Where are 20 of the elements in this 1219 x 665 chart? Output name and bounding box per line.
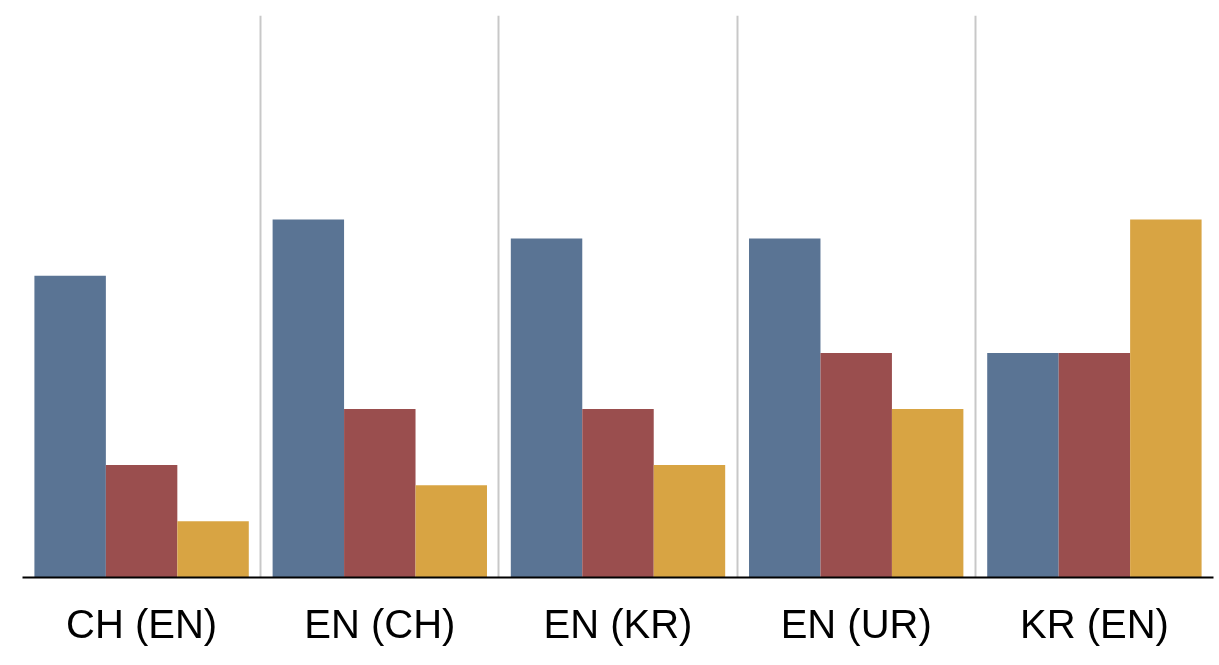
bar (105, 465, 178, 578)
x-tick-label: EN (UR) (780, 601, 932, 646)
bar (34, 275, 106, 578)
x-tick-label: KR (EN) (1019, 601, 1169, 646)
bar (1130, 219, 1202, 578)
bar (344, 408, 416, 578)
bar (653, 465, 726, 578)
bar (510, 238, 583, 578)
bar (177, 521, 249, 578)
bar (272, 219, 345, 578)
x-tick-label: EN (KR) (543, 601, 693, 646)
bar (891, 408, 964, 578)
bar (749, 238, 821, 578)
x-tick-label: EN (CH) (304, 601, 456, 646)
x-tick-label: CH (EN) (66, 601, 218, 646)
bar (415, 485, 487, 578)
bar (1058, 353, 1131, 578)
bar (820, 353, 892, 578)
bar (987, 353, 1059, 578)
bar (582, 408, 654, 578)
